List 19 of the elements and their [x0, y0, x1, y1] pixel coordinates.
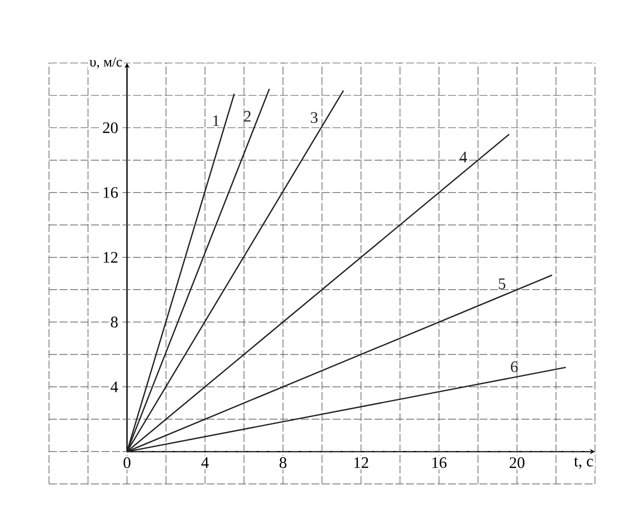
- series-label: 5: [498, 278, 506, 290]
- series-label: 4: [460, 152, 468, 162]
- x-axis-title: t, с: [574, 457, 593, 469]
- x-tick-label: 4: [201, 457, 209, 468]
- series-label: 1: [213, 115, 219, 126]
- y-tick-label: 16: [104, 187, 118, 198]
- x-tick-label: 12: [354, 457, 368, 468]
- x-tick-label: 20: [510, 457, 524, 468]
- series-label: 2: [244, 110, 251, 122]
- x-tick-label: 0: [124, 457, 130, 468]
- x-tick-label: 16: [432, 457, 447, 468]
- y-tick-label: 8: [110, 316, 118, 328]
- y-tick-label: 4: [110, 382, 118, 392]
- series-label: 3: [310, 112, 318, 123]
- y-axis-title: υ, м/с: [90, 57, 122, 69]
- series-label: 6: [510, 361, 518, 372]
- y-tick-label: 20: [103, 122, 118, 134]
- x-tick-label: 8: [280, 457, 286, 468]
- y-tick-label: 12: [104, 252, 118, 263]
